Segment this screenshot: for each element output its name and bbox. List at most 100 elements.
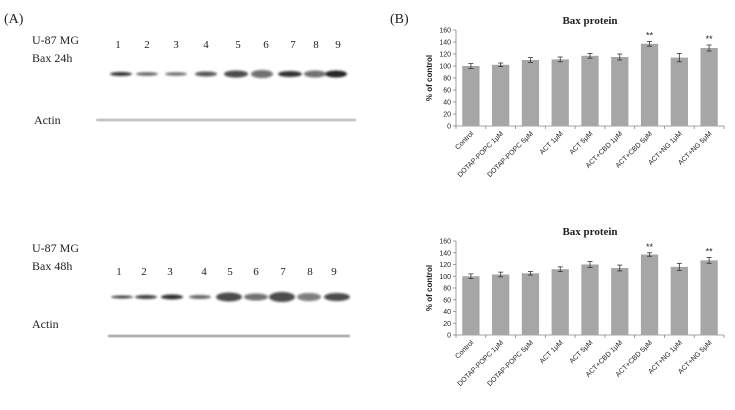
- bax-band: [304, 70, 326, 78]
- lane-number: 3: [173, 39, 179, 51]
- actin-band: [96, 118, 356, 122]
- y-tick-label: 100: [439, 274, 451, 281]
- significance-marker: **: [706, 246, 714, 256]
- bar: [462, 66, 480, 126]
- chart-title: Bax protein: [562, 226, 617, 238]
- x-tick-label: ACT 1μM: [539, 130, 565, 156]
- panel-b-label: (B): [390, 12, 409, 27]
- blot-24h-condition: Bax 24h: [32, 51, 72, 65]
- blot-48h-lane-numbers: 1 2 3 4 5 6 7 8 9: [116, 266, 337, 278]
- bar: [521, 273, 540, 335]
- bax-band: [135, 295, 157, 299]
- y-tick-label: 120: [439, 52, 451, 59]
- y-tick-label: 120: [439, 262, 451, 269]
- significance-marker: **: [706, 34, 714, 44]
- x-tick-label: ACT 5μM: [569, 130, 595, 156]
- bax-band: [161, 294, 183, 300]
- blot-24h-bax-bands: [110, 70, 347, 78]
- y-axis-label: % of control: [425, 55, 434, 101]
- y-tick-label: 60: [443, 297, 451, 304]
- bax-band: [297, 293, 321, 301]
- bar: [551, 269, 569, 335]
- bax-chart-24h: Bax protein % of control 0 20 40 60 80 100 120 14…: [425, 15, 725, 179]
- blot-24h-lane-numbers: 1 2 3 4 5 6 7 8 9: [115, 39, 341, 51]
- blot-48h-actin-label: Actin: [32, 317, 59, 331]
- bax-chart-48h: Bax protein % of control 0 20 40 60 80 100 120 14…: [425, 226, 725, 388]
- y-tick-label: 140: [439, 250, 451, 257]
- panel-a: (A) U-87 MG Bax 24h 1 2 3 4 5 6 7 8 9 Actin U-87…: [4, 12, 356, 338]
- y-tick-label: 0: [447, 333, 451, 340]
- lane-number: 8: [307, 266, 313, 278]
- significance-marker: **: [646, 30, 654, 40]
- bar: [611, 57, 629, 126]
- lane-number: 2: [141, 266, 147, 278]
- lane-number: 9: [331, 266, 337, 278]
- bax-band: [224, 70, 248, 78]
- lane-number: 3: [167, 266, 173, 278]
- y-tick-label: 40: [443, 309, 451, 316]
- lane-number: 2: [144, 39, 150, 51]
- x-tick-label: Control: [454, 339, 475, 360]
- y-tick-label: 20: [443, 321, 451, 328]
- lane-number: 7: [280, 266, 286, 278]
- blot-48h: U-87 MG Bax 48h 1 2 3 4 5 6 7 8 9 Actin: [32, 241, 350, 338]
- lane-number: 7: [290, 39, 296, 51]
- bar: [551, 59, 569, 126]
- x-tick-label: Control: [454, 130, 475, 151]
- lane-number: 9: [335, 39, 341, 51]
- lane-number: 6: [253, 266, 259, 278]
- x-tick-label: ACT 1μM: [539, 339, 565, 365]
- lane-number: 8: [313, 39, 319, 51]
- bar: [640, 254, 659, 335]
- bax-band: [216, 292, 242, 302]
- y-tick-label: 160: [439, 239, 451, 246]
- y-tick-label: 60: [443, 88, 451, 95]
- y-tick-label: 20: [443, 112, 451, 119]
- bar: [581, 264, 599, 335]
- bar: [581, 55, 599, 126]
- bax-band: [110, 72, 132, 76]
- bax-band: [269, 292, 295, 302]
- bar: [462, 276, 480, 335]
- bax-band: [111, 295, 133, 299]
- lane-number: 4: [203, 39, 209, 51]
- bax-band: [189, 295, 211, 299]
- bax-band: [244, 293, 268, 301]
- bax-band: [325, 70, 347, 78]
- blot-24h-actin-bands: [96, 118, 356, 122]
- bar: [492, 64, 510, 126]
- blot-24h: U-87 MG Bax 24h 1 2 3 4 5 6 7 8 9 Actin: [32, 33, 356, 127]
- lane-number: 1: [116, 266, 122, 278]
- lane-number: 6: [263, 39, 269, 51]
- bar: [521, 60, 540, 126]
- significance-marker: **: [646, 242, 654, 252]
- y-tick-label: 40: [443, 100, 451, 107]
- y-tick-label: 0: [447, 124, 451, 131]
- bax-band: [165, 72, 187, 76]
- y-tick-label: 160: [439, 28, 451, 35]
- bax-band: [136, 72, 158, 76]
- blot-48h-condition: Bax 48h: [32, 259, 72, 273]
- bar: [700, 260, 718, 335]
- blot-48h-bax-bands: [111, 292, 350, 302]
- lane-number: 5: [227, 266, 233, 278]
- blot-24h-cell-line: U-87 MG: [32, 33, 79, 47]
- bar: [611, 268, 629, 335]
- y-axis-label: % of control: [425, 265, 434, 311]
- chart-title: Bax protein: [562, 15, 617, 27]
- actin-band: [108, 334, 350, 338]
- y-tick-label: 100: [439, 64, 451, 71]
- x-tick-label: ACT 5μM: [569, 339, 595, 365]
- y-tick-label: 80: [443, 286, 451, 293]
- blot-48h-actin-bands: [108, 334, 350, 338]
- bax-band: [278, 71, 302, 77]
- lane-number: 5: [235, 39, 241, 51]
- bar: [700, 48, 718, 126]
- panel-a-label: (A): [4, 12, 24, 27]
- lane-number: 4: [201, 266, 207, 278]
- bar: [670, 57, 688, 126]
- bar: [640, 43, 659, 126]
- y-tick-label: 140: [439, 40, 451, 47]
- y-tick-label: 80: [443, 76, 451, 83]
- blot-48h-cell-line: U-87 MG: [32, 241, 79, 255]
